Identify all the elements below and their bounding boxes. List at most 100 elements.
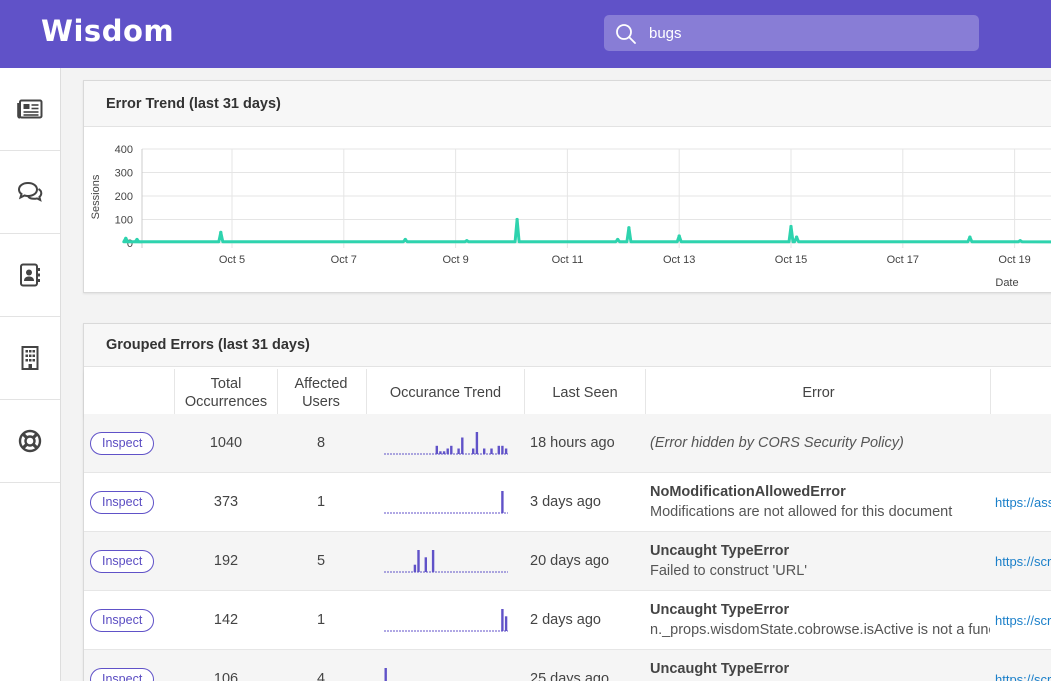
sidebar-item-chat[interactable]	[0, 151, 60, 234]
col-header-occurance-trend[interactable]: Occurance Trend	[389, 385, 502, 401]
inspect-button[interactable]: Inspect	[90, 549, 155, 573]
error-source-link[interactable]: https://scr	[995, 612, 1051, 628]
inspect-cell: Inspect	[84, 591, 174, 649]
sidebar-item-news[interactable]	[0, 68, 60, 151]
last-seen-value: 25 days ago	[530, 671, 610, 681]
sparkline-bar	[435, 445, 438, 455]
inspect-cell: Inspect	[84, 532, 174, 590]
table-row: Inspect 373 1 3 days ago NoModificationAllow…	[84, 473, 1051, 532]
link-cell: https://scr	[995, 650, 1051, 681]
sparkline-bar	[416, 550, 420, 572]
error-name: Uncaught TypeError	[650, 661, 790, 677]
x-tick-label: Oct 7	[331, 254, 357, 266]
data-point	[124, 236, 128, 240]
col-divider	[524, 369, 525, 417]
affected-users-value: 5	[316, 553, 326, 569]
error-cell: Uncaught TypeError n._props.wisdomState.c…	[650, 591, 990, 649]
link-cell: https://scr	[995, 591, 1051, 649]
inspect-button[interactable]: Inspect	[90, 667, 155, 681]
sparkline-bar	[438, 451, 442, 455]
x-axis-label: Date	[995, 277, 1018, 289]
occurance-trend-cell	[367, 532, 524, 590]
sidebar-item-contacts[interactable]	[0, 234, 60, 317]
search-box[interactable]	[604, 15, 979, 51]
data-point	[677, 234, 681, 238]
data-point	[219, 230, 223, 234]
col-divider	[174, 369, 175, 417]
total-occurrences-value: 1040	[209, 435, 243, 451]
chat-icon	[17, 181, 43, 202]
building-icon	[21, 346, 39, 370]
x-tick-label: Oct 13	[663, 254, 695, 266]
sparkline-bar	[442, 451, 445, 455]
sparkline-bar	[449, 445, 452, 455]
search-input[interactable]	[649, 15, 969, 51]
total-occurrences-value: 373	[213, 494, 239, 510]
error-trend-chart: 400 300 200 100 0 Oct 5 Oct 7 Oct 9 Oct 11 Oct 13…	[90, 144, 1051, 289]
sidebar-item-companies[interactable]	[0, 317, 60, 400]
data-point	[968, 235, 972, 239]
sparkline-bar	[500, 445, 504, 455]
inspect-cell: Inspect	[84, 650, 174, 681]
sparkline-bar	[471, 448, 474, 454]
x-tick-label: Oct 19	[998, 254, 1030, 266]
occurance-trend-cell	[367, 414, 524, 472]
occurance-trend-cell	[367, 591, 524, 649]
top-bar: Wisdom	[0, 0, 1051, 68]
errors-table: Total Occurrences Affected Users Occuran…	[84, 369, 1051, 681]
grouped-errors-card: Grouped Errors (last 31 days) Total Occu…	[83, 323, 1051, 681]
x-tick-label: Oct 15	[775, 254, 807, 266]
contact-book-icon	[20, 263, 40, 287]
occurance-trend-cell	[367, 473, 524, 531]
data-point	[465, 239, 469, 243]
col-header-total-occurrences[interactable]: Total Occurrences	[184, 376, 268, 410]
error-name: Uncaught TypeError	[650, 602, 790, 618]
link-cell: https://ass	[995, 473, 1051, 531]
inspect-button[interactable]: Inspect	[90, 431, 155, 455]
sparkline-bar	[497, 445, 500, 455]
data-point	[627, 226, 631, 230]
col-header-last-seen[interactable]: Last Seen	[552, 385, 618, 401]
x-tick-label: Oct 5	[219, 254, 245, 266]
y-axis-label: Sessions	[90, 174, 102, 219]
occurance-trend-sparkline	[383, 491, 508, 514]
inspect-button[interactable]: Inspect	[90, 608, 155, 632]
sparkline-bar	[489, 448, 493, 454]
inspect-button[interactable]: Inspect	[90, 490, 155, 514]
data-point	[403, 237, 407, 242]
error-message: Modifications are not allowed for this d…	[650, 504, 953, 520]
col-divider	[277, 369, 278, 417]
occurance-trend-cell	[367, 650, 524, 681]
occurance-trend-sparkline	[383, 609, 508, 632]
sessions-series-line	[122, 218, 1051, 244]
data-point	[616, 237, 620, 242]
data-point	[515, 217, 519, 222]
error-source-link[interactable]: https://scr	[995, 553, 1051, 569]
affected-users-value: 8	[316, 435, 326, 451]
error-trend-card: Error Trend (last 31 days) 400 300 200 100 0…	[83, 80, 1051, 293]
error-name: Uncaught TypeError	[650, 543, 790, 559]
app-logo[interactable]: Wisdom	[41, 14, 175, 48]
table-row: Inspect 192 5 20 days ago Uncaught TypeError…	[84, 532, 1051, 591]
col-divider	[990, 369, 991, 417]
error-source-link[interactable]: https://scr	[995, 671, 1051, 681]
last-seen-value: 2 days ago	[530, 612, 601, 628]
affected-users-value: 4	[316, 671, 326, 681]
col-header-error[interactable]: Error	[802, 385, 835, 401]
error-message: n._props.wisdomState.cobrowse.isActive i…	[650, 622, 990, 638]
error-cell: NoModificationAllowedError Modifications …	[650, 473, 990, 531]
x-tick-label: Oct 17	[887, 254, 919, 266]
col-header-affected-users[interactable]: Affected Users	[294, 376, 348, 410]
x-tick-label: Oct 9	[442, 254, 468, 266]
sparkline-bar	[504, 448, 507, 454]
error-source-link[interactable]: https://ass	[995, 494, 1051, 510]
error-cell: (Error hidden by CORS Security Policy)	[650, 414, 990, 472]
sparkline-bar	[504, 616, 507, 631]
grouped-errors-header: Grouped Errors (last 31 days)	[84, 324, 1051, 367]
sidebar-item-support[interactable]	[0, 400, 60, 483]
lifebuoy-icon	[18, 429, 42, 453]
sparkline-bar	[482, 448, 485, 454]
total-occurrences-value: 106	[213, 671, 239, 681]
